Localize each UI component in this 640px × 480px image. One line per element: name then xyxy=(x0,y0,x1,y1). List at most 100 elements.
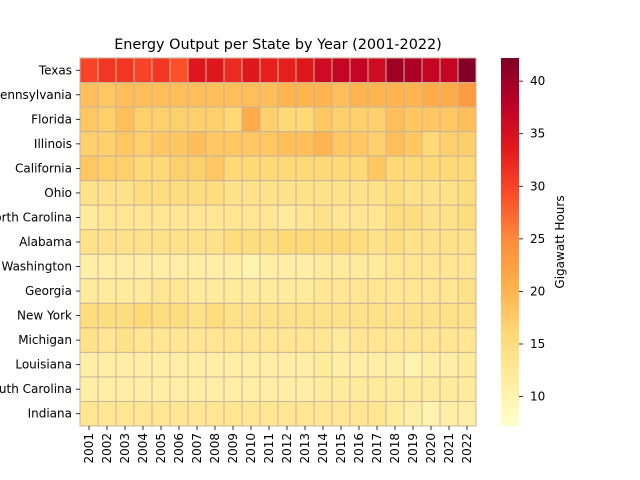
heatmap-cell xyxy=(259,57,279,84)
heatmap-cell xyxy=(259,82,279,108)
heatmap-cell xyxy=(169,131,189,157)
heatmap-cell xyxy=(187,302,207,329)
heatmap-cell xyxy=(349,204,369,231)
heatmap-cell xyxy=(133,82,153,108)
y-tick-label: Louisiana xyxy=(15,358,72,372)
heatmap-cell xyxy=(331,253,351,280)
y-tick-label: Washington xyxy=(1,260,72,274)
heatmap-cell xyxy=(349,229,369,255)
heatmap-cell xyxy=(367,376,387,402)
heatmap-cell xyxy=(133,278,153,304)
heatmap-cell xyxy=(115,57,135,84)
y-tick-label: Indiana xyxy=(28,407,72,421)
heatmap-cell xyxy=(277,131,297,157)
heatmap-cell xyxy=(349,82,369,108)
y-tick-label: Alabama xyxy=(19,235,72,249)
y-tick-label: Michigan xyxy=(18,333,72,347)
heatmap-cell xyxy=(223,131,243,157)
y-tick-label: Pennsylvania xyxy=(0,88,72,102)
heatmap-cell xyxy=(439,327,459,353)
heatmap-cell xyxy=(115,204,135,231)
heatmap-cell xyxy=(457,82,477,108)
heatmap-cell xyxy=(385,278,405,304)
heatmap-cell xyxy=(313,351,333,378)
heatmap-cell xyxy=(115,155,135,182)
heatmap-cell xyxy=(223,180,243,206)
heatmap-cell xyxy=(133,327,153,353)
heatmap-cell xyxy=(421,302,441,329)
heatmap-cell xyxy=(439,82,459,108)
heatmap-cell xyxy=(331,180,351,206)
heatmap-cell xyxy=(151,351,171,378)
heatmap-cell xyxy=(187,278,207,304)
heatmap-cell xyxy=(349,302,369,329)
heatmap-cell xyxy=(205,253,225,280)
heatmap-cell xyxy=(241,204,261,231)
heatmap-cell xyxy=(385,204,405,231)
heatmap-cell xyxy=(277,229,297,255)
heatmap-cell xyxy=(403,376,423,402)
x-tick-label: 2005 xyxy=(154,433,168,464)
heatmap-cell xyxy=(133,302,153,329)
heatmap-cell xyxy=(241,57,261,84)
heatmap-cell xyxy=(367,400,387,427)
heatmap-cell xyxy=(133,400,153,427)
heatmap-cell xyxy=(259,106,279,133)
x-tick-label: 2020 xyxy=(424,433,438,464)
heatmap-cell xyxy=(151,253,171,280)
heatmap-cell xyxy=(331,400,351,427)
heatmap-cell xyxy=(313,82,333,108)
heatmap-cell xyxy=(151,204,171,231)
heatmap-cell xyxy=(367,57,387,84)
heatmap-cell xyxy=(115,351,135,378)
heatmap-cell xyxy=(367,278,387,304)
heatmap-cell xyxy=(367,327,387,353)
heatmap-cell xyxy=(97,180,117,206)
heatmap-cell xyxy=(331,229,351,255)
heatmap-cell xyxy=(223,376,243,402)
heatmap-cell xyxy=(79,253,99,280)
colorbar-tick-label: 10 xyxy=(530,390,545,404)
heatmap-cell xyxy=(403,327,423,353)
heatmap-cell xyxy=(169,106,189,133)
heatmap-cell xyxy=(421,204,441,231)
heatmap-cell xyxy=(367,229,387,255)
heatmap-cell xyxy=(349,351,369,378)
heatmap-cell xyxy=(187,400,207,427)
heatmap-cell xyxy=(151,82,171,108)
heatmap-cell xyxy=(385,302,405,329)
heatmap-cell xyxy=(205,400,225,427)
heatmap-cell xyxy=(331,376,351,402)
heatmap-cell xyxy=(385,376,405,402)
heatmap-cell xyxy=(79,180,99,206)
heatmap-cell xyxy=(79,400,99,427)
heatmap-cell xyxy=(151,180,171,206)
heatmap-cell xyxy=(457,180,477,206)
heatmap-cell xyxy=(403,302,423,329)
heatmap-cell xyxy=(169,376,189,402)
heatmap-cell xyxy=(403,351,423,378)
heatmap-cell xyxy=(421,253,441,280)
x-tick-labels: 2001 2002 2003 2004 2005 2006 2007 2008 2009 2010… xyxy=(82,426,474,464)
heatmap-cell xyxy=(313,278,333,304)
heatmap-cell xyxy=(457,376,477,402)
heatmap-cell xyxy=(205,106,225,133)
heatmap-cell xyxy=(295,351,315,378)
heatmap-cell xyxy=(133,57,153,84)
heatmap-cell xyxy=(331,204,351,231)
heatmap-cell xyxy=(331,351,351,378)
heatmap-cell xyxy=(205,376,225,402)
heatmap-cell xyxy=(277,253,297,280)
heatmap-cell xyxy=(295,82,315,108)
heatmap-cell xyxy=(97,278,117,304)
heatmap-cell xyxy=(295,327,315,353)
heatmap-cell xyxy=(349,253,369,280)
heatmap-cell xyxy=(349,180,369,206)
y-tick-label: California xyxy=(15,161,72,175)
heatmap-cell xyxy=(403,106,423,133)
heatmap-cell xyxy=(79,204,99,231)
heatmap-cell xyxy=(151,376,171,402)
y-tick-label: New York xyxy=(17,309,72,323)
heatmap-cell xyxy=(259,155,279,182)
heatmap-cell xyxy=(259,327,279,353)
